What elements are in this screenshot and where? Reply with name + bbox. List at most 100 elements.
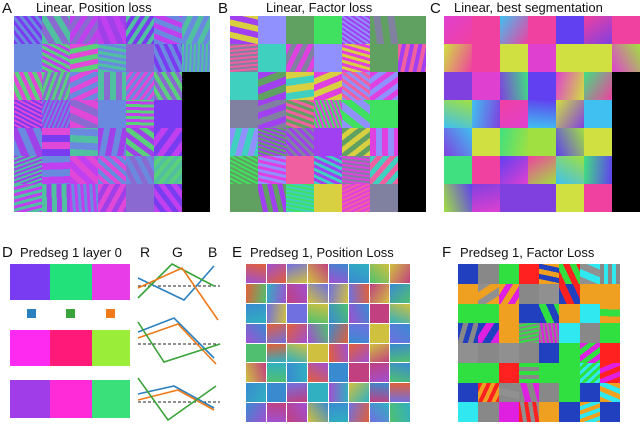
filter-tile [599,303,620,324]
filter-tile [556,72,584,100]
filter-tile [266,363,287,383]
filter-tile [559,303,580,324]
filter-tile [559,362,580,383]
filter-tile [559,402,580,422]
filter-tile [349,264,369,283]
filter-tile [599,283,620,304]
filter-tile [498,283,519,304]
filter-tile [328,283,349,303]
filter-tile [518,323,539,343]
panel-letter-b: B [218,0,229,17]
filter-tile [246,363,266,383]
rgb-plot-1 [137,263,220,321]
panel-letter-e: E [232,244,243,261]
filter-tile [498,303,519,324]
filter-tile [126,156,154,184]
filter-tile [390,363,410,383]
filter-tile [584,44,612,72]
filter-tile [390,323,410,343]
filter-tile [398,44,426,72]
filter-tile [286,184,314,212]
filter-grid-c [444,16,640,212]
filter-tile [154,184,182,212]
filter-tile [230,72,258,100]
filter-tile [70,100,98,128]
filter-tile [498,343,519,363]
filter-tile [584,128,612,156]
d-swatch-r2c1 [10,330,50,366]
filter-tile [518,303,539,324]
filter-tile [258,184,286,212]
filter-tile [154,128,182,156]
filter-grid-b [230,16,426,212]
filter-tile [287,323,307,343]
panel-letter-f: F [442,244,452,261]
filter-tile [500,72,528,100]
filter-tile [98,100,126,128]
empty-region-c [612,72,640,212]
filter-tile [584,72,612,100]
empty-region-b [398,72,426,212]
filter-tile [342,44,370,72]
filter-tile [472,16,500,44]
filter-tile [14,100,42,128]
filter-tile [14,156,42,184]
filter-tile [390,303,410,323]
empty-region-a [182,72,210,212]
filter-tile [342,72,370,100]
filter-tile [154,44,182,72]
filter-tile [342,128,370,156]
label-b: B [208,244,218,260]
filter-tile [154,16,182,44]
filter-tile [307,363,328,383]
filter-tile [539,382,560,403]
filter-tile [539,343,560,363]
filter-tile [126,16,154,44]
filter-tile [539,402,560,422]
filter-tile [349,283,369,303]
filter-tile [266,283,287,303]
filter-tile [287,303,307,323]
filter-tile [369,403,390,422]
filter-tile [528,100,556,128]
filter-tile [307,264,328,283]
filter-tile [398,16,426,44]
rgb-channel-plots [137,263,221,422]
filter-tile [328,343,349,363]
d-swatch-r1c1 [10,264,50,300]
filter-tile [258,16,286,44]
filter-tile [498,382,519,403]
filter-tile [498,402,519,422]
line-b-1 [137,266,219,321]
filter-tile [528,184,556,212]
filter-tile [539,362,560,383]
filter-tile [98,128,126,156]
filter-tile [500,128,528,156]
filter-tile [500,184,528,212]
filter-tile [246,264,266,283]
filter-tile [246,303,266,323]
filter-tile [328,264,349,283]
filter-tile [98,44,126,72]
filter-tile [444,72,472,100]
filter-tile [314,100,342,128]
filter-tile [390,383,410,403]
filter-tile [70,128,98,156]
filter-tile [286,100,314,128]
filter-tile [390,403,410,422]
label-g: G [172,244,183,260]
filter-tile [42,100,70,128]
filter-tile [98,156,126,184]
filter-tile [307,303,328,323]
filter-tile [539,283,560,304]
filter-tile [266,303,287,323]
filter-tile [390,264,410,283]
filter-tile [286,156,314,184]
d-swatch-r1c3 [92,264,130,300]
filter-tile [556,156,584,184]
filter-tile [98,184,126,212]
filter-tile [154,72,182,100]
filter-tile [287,403,307,422]
filter-tile [349,363,369,383]
filter-tile [472,72,500,100]
